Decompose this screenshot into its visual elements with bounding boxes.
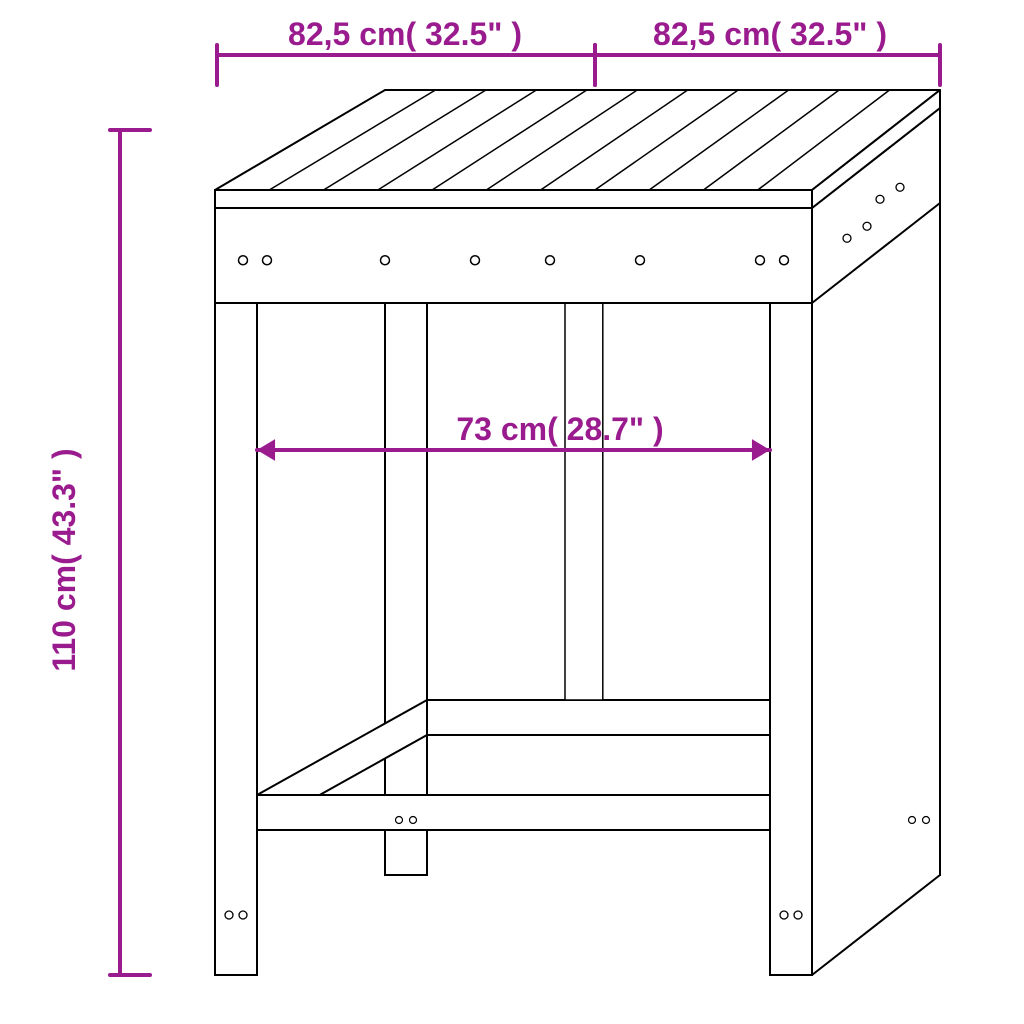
dimension-label: 110 cm( 43.3" )	[46, 448, 82, 671]
dimension-label: 82,5 cm( 32.5" )	[288, 16, 522, 52]
table-line-drawing	[215, 90, 940, 975]
dimension-label: 73 cm( 28.7" )	[456, 411, 663, 447]
dimension-label: 82,5 cm( 32.5" )	[653, 16, 887, 52]
